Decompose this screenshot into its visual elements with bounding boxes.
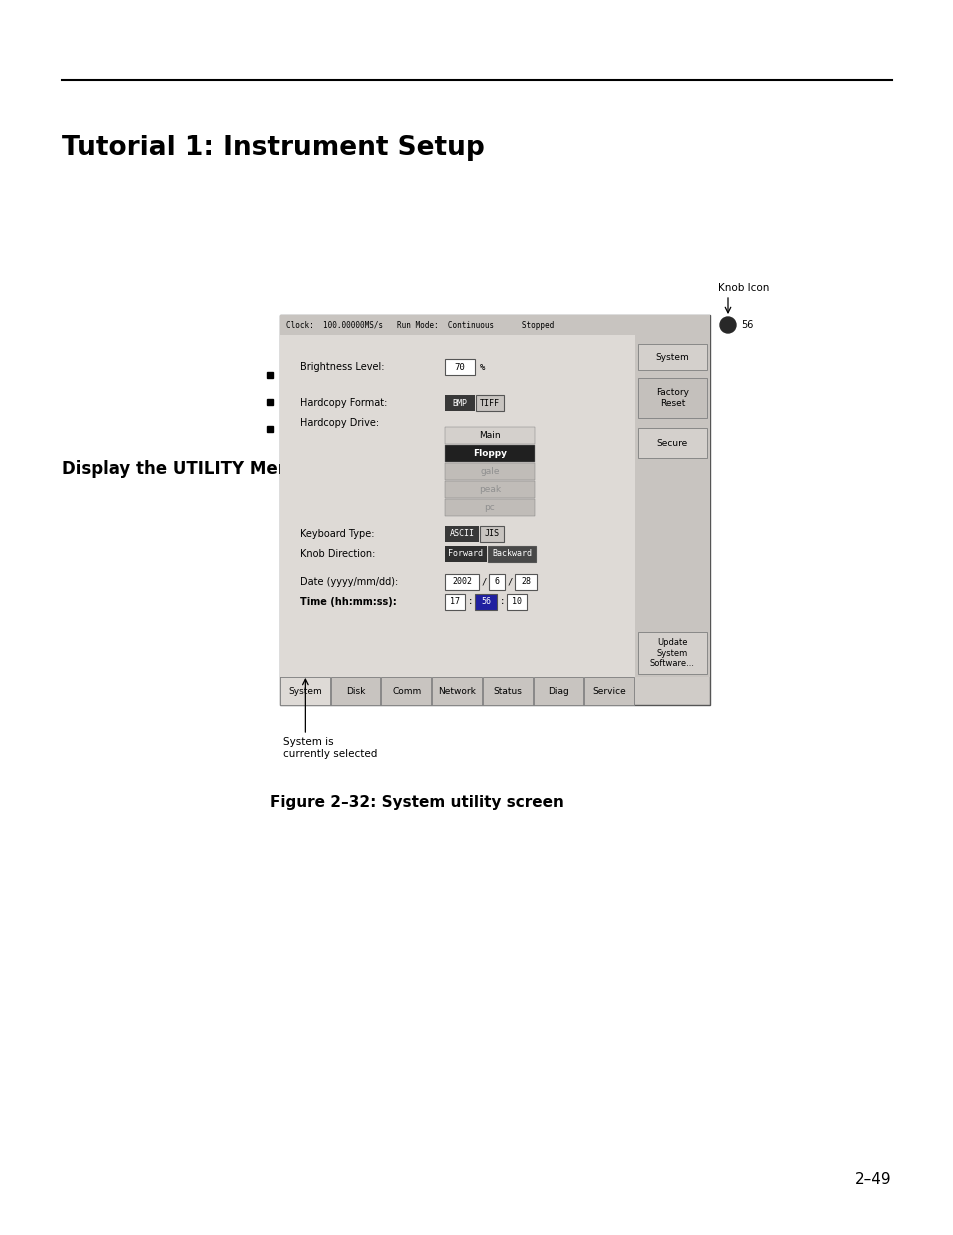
Text: Backward: Backward <box>492 550 532 558</box>
Text: Tutorial 1: Instrument Setup: Tutorial 1: Instrument Setup <box>62 135 484 161</box>
Text: %: % <box>479 363 485 372</box>
Text: Main: Main <box>478 431 500 441</box>
Text: 28: 28 <box>520 578 531 587</box>
Text: Brightness Level:: Brightness Level: <box>299 362 384 372</box>
Text: Comm: Comm <box>392 687 421 695</box>
Text: /: / <box>507 578 513 587</box>
Text: TIFF: TIFF <box>479 399 499 408</box>
Bar <box>280 315 709 705</box>
Text: System: System <box>655 352 689 362</box>
Bar <box>444 445 535 462</box>
Bar <box>489 574 504 590</box>
Bar <box>432 677 481 705</box>
Bar <box>444 480 535 498</box>
Text: Knob Direction:: Knob Direction: <box>299 550 375 559</box>
Bar <box>280 335 635 677</box>
Bar <box>444 427 535 445</box>
Bar <box>479 526 503 542</box>
Bar <box>444 526 478 542</box>
Bar <box>444 395 475 411</box>
Text: /: / <box>481 578 487 587</box>
Text: :: : <box>499 598 505 606</box>
Text: System: System <box>288 687 322 695</box>
Bar <box>506 594 526 610</box>
Text: Time (hh:mm:ss):: Time (hh:mm:ss): <box>299 597 396 606</box>
Bar <box>280 315 709 335</box>
Text: Diag: Diag <box>548 687 569 695</box>
Bar <box>331 677 380 705</box>
Text: 56: 56 <box>480 598 491 606</box>
Text: JIS: JIS <box>484 530 499 538</box>
Text: BMP: BMP <box>452 399 467 408</box>
Text: 2–49: 2–49 <box>855 1172 891 1188</box>
Text: Hardcopy Drive:: Hardcopy Drive: <box>299 417 378 429</box>
Bar <box>638 378 706 417</box>
Text: Keyboard Type:: Keyboard Type: <box>299 529 375 538</box>
Text: Knob Icon: Knob Icon <box>718 283 768 293</box>
Bar <box>533 677 582 705</box>
Bar <box>482 677 532 705</box>
Bar <box>515 574 537 590</box>
Bar <box>475 594 497 610</box>
Text: 17: 17 <box>450 598 459 606</box>
Text: Secure: Secure <box>657 438 687 447</box>
Text: Status: Status <box>494 687 522 695</box>
Text: Figure 2–32: System utility screen: Figure 2–32: System utility screen <box>270 795 563 810</box>
Text: pc: pc <box>484 504 495 513</box>
Bar <box>444 463 535 480</box>
Text: peak: peak <box>478 485 500 494</box>
Text: Network: Network <box>438 687 476 695</box>
Text: Disk: Disk <box>346 687 365 695</box>
Text: Date (yyyy/mm/dd):: Date (yyyy/mm/dd): <box>299 577 397 587</box>
Text: :: : <box>468 598 473 606</box>
Bar <box>444 499 535 516</box>
Text: Service: Service <box>592 687 626 695</box>
Bar <box>444 594 464 610</box>
Text: ASCII: ASCII <box>449 530 474 538</box>
Bar <box>635 315 709 677</box>
Text: Hardcopy Format:: Hardcopy Format: <box>299 398 387 408</box>
Bar <box>381 677 431 705</box>
Text: 6: 6 <box>494 578 499 587</box>
Bar <box>638 429 706 458</box>
Circle shape <box>720 317 735 333</box>
Text: Display the UTILITY Menu: Display the UTILITY Menu <box>62 459 301 478</box>
Bar <box>488 546 536 562</box>
Bar <box>583 677 634 705</box>
Text: System is
currently selected: System is currently selected <box>283 737 377 758</box>
Bar <box>444 546 486 562</box>
Bar <box>638 345 706 370</box>
Text: gale: gale <box>479 468 499 477</box>
Text: Factory
Reset: Factory Reset <box>656 388 688 408</box>
Bar <box>280 677 330 705</box>
Bar <box>444 359 475 375</box>
Text: 56: 56 <box>740 320 753 330</box>
Text: 2002: 2002 <box>452 578 472 587</box>
Text: Update
System
Software...: Update System Software... <box>649 638 695 668</box>
Text: 70: 70 <box>455 363 465 372</box>
Bar <box>638 632 706 674</box>
Text: Floppy: Floppy <box>473 450 506 458</box>
Bar <box>476 395 503 411</box>
Text: 10: 10 <box>512 598 521 606</box>
Bar <box>444 574 478 590</box>
Text: Forward: Forward <box>448 550 483 558</box>
Text: Clock:  100.00000MS/s   Run Mode:  Continuous      Stopped: Clock: 100.00000MS/s Run Mode: Continuou… <box>286 321 554 330</box>
